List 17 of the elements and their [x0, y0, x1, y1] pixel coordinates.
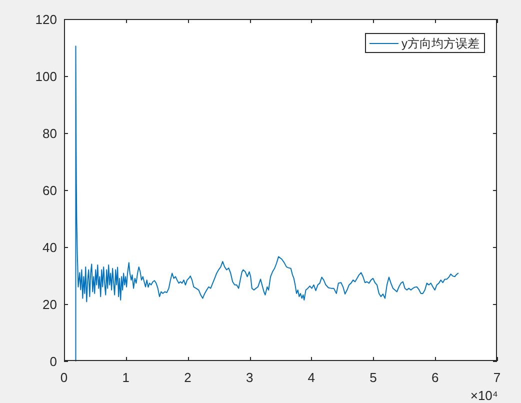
ytick-label: 60: [42, 183, 57, 198]
ytick-label: 0: [50, 354, 57, 369]
xtick-label: 2: [184, 370, 192, 385]
ytick-label: 20: [42, 297, 57, 312]
ytick-label: 80: [42, 126, 57, 141]
xtick-label: 4: [308, 370, 316, 385]
ytick-label: 40: [42, 240, 57, 255]
xtick-label: 3: [246, 370, 254, 385]
xtick-label: 5: [370, 370, 377, 385]
annotation: ×10⁴: [470, 388, 498, 403]
ytick-label: 100: [35, 69, 57, 84]
legend-label: y方向均方误差: [402, 36, 480, 50]
xtick-label: 1: [122, 370, 130, 385]
ytick-label: 120: [35, 12, 57, 27]
xtick-label: 7: [493, 370, 501, 385]
xtick-label: 0: [60, 370, 68, 385]
xtick-label: 6: [432, 370, 439, 385]
